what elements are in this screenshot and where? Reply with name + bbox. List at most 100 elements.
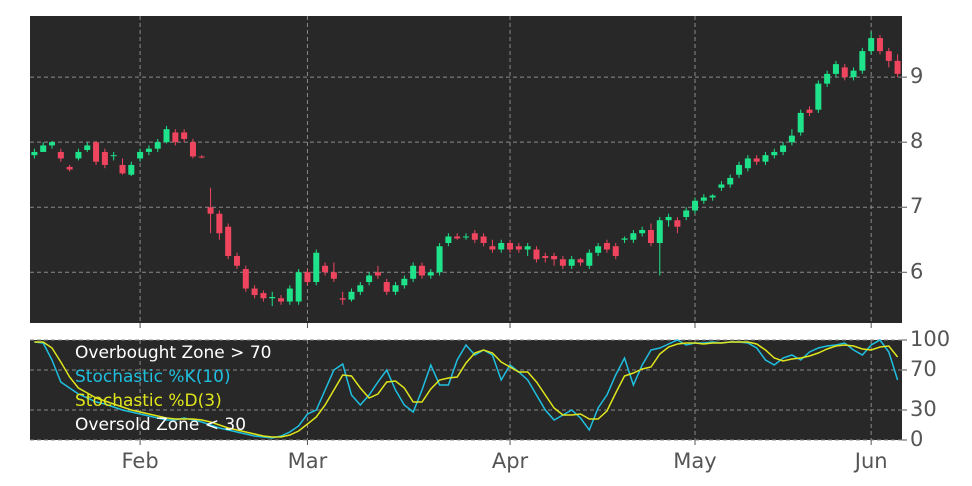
- candle-body: [260, 293, 267, 299]
- candle-body: [868, 38, 875, 52]
- candle-body: [753, 158, 760, 162]
- candle-body: [656, 220, 663, 243]
- candle-body: [736, 164, 743, 175]
- candle-body: [295, 272, 302, 302]
- candle-body: [709, 195, 716, 198]
- candle-body: [771, 151, 778, 156]
- candle-body: [647, 229, 654, 243]
- oscillator-plot: 0 30 70 100 Feb Mar Apr May Jun: [30, 327, 950, 473]
- price-plot: 6 7 8 9: [30, 16, 923, 328]
- candle-body: [163, 129, 170, 143]
- series-line: [34, 341, 899, 438]
- candle-body: [603, 242, 610, 250]
- x-tick-label: Feb: [122, 449, 159, 473]
- candle-body: [189, 142, 196, 157]
- candle-body: [40, 145, 47, 152]
- candle-body: [304, 272, 311, 283]
- candle-body: [418, 265, 425, 276]
- candle-body: [172, 132, 179, 143]
- candle-body: [612, 246, 619, 257]
- candle-body: [674, 220, 681, 227]
- candle-body: [700, 197, 707, 201]
- candle-body: [894, 60, 901, 74]
- candle-body: [824, 73, 831, 84]
- candle-body: [797, 112, 804, 133]
- candle-body: [463, 236, 469, 238]
- candle-body: [832, 64, 839, 74]
- candle-body: [330, 272, 337, 279]
- y-tick-label: 70: [910, 357, 937, 381]
- candle-body: [727, 177, 734, 185]
- candle-body: [101, 151, 108, 165]
- candle-body: [788, 135, 795, 143]
- y-tick-label: 6: [910, 259, 923, 283]
- legend-entry: Stochastic %D(3): [75, 391, 222, 411]
- y-tick-label: 7: [910, 194, 923, 218]
- oscillator-panel: [30, 340, 902, 440]
- candle-body: [806, 109, 813, 113]
- candle-body: [524, 246, 531, 250]
- candle-body: [225, 226, 232, 257]
- candle-body: [436, 246, 443, 273]
- candle-body: [533, 249, 540, 260]
- candle-body: [498, 242, 505, 250]
- candle-body: [559, 259, 566, 266]
- legend-entry: Stochastic %K(10): [75, 367, 231, 387]
- x-tick-label: Jun: [853, 449, 888, 473]
- candle-body: [744, 158, 751, 169]
- candle-body: [577, 259, 584, 263]
- candle-body: [242, 269, 249, 289]
- candle-body: [357, 285, 364, 292]
- candle-body: [110, 155, 117, 157]
- candle-body: [216, 213, 223, 234]
- x-tick-label: Apr: [492, 449, 529, 473]
- candle-body: [692, 200, 699, 211]
- y-tick-label: 30: [910, 397, 937, 421]
- y-tick-label: 9: [910, 64, 923, 88]
- y-tick-label: 100: [910, 327, 950, 351]
- candle-body: [665, 216, 672, 221]
- x-tick-label: May: [673, 449, 716, 473]
- candle-body: [339, 298, 346, 300]
- candle-body: [841, 67, 848, 78]
- candle-body: [348, 291, 355, 300]
- candle-body: [286, 288, 293, 302]
- legend: Overbought Zone > 70 Stochastic %K(10) Sto…: [75, 343, 271, 435]
- candle-body: [859, 51, 866, 71]
- candle-body: [542, 256, 549, 258]
- candle-body: [269, 296, 276, 299]
- candle-body: [586, 252, 593, 266]
- candle-body: [762, 155, 769, 162]
- candle-body: [154, 142, 161, 149]
- price-panel: [30, 16, 902, 323]
- candle-body: [445, 236, 452, 243]
- candle-body: [850, 70, 857, 78]
- candle-body: [683, 210, 690, 217]
- y-tick-label: 8: [910, 129, 923, 153]
- candle-body: [515, 246, 522, 250]
- candle-body: [454, 236, 461, 239]
- candle-body: [366, 275, 373, 283]
- candle-body: [233, 256, 240, 266]
- candle-body: [57, 151, 64, 159]
- candle-body: [718, 184, 725, 188]
- candle-body: [621, 238, 628, 240]
- candle-body: [885, 51, 892, 61]
- candle-body: [471, 233, 478, 240]
- candle-body: [630, 233, 637, 240]
- candle-body: [568, 259, 575, 266]
- legend-annotation: Oversold Zone < 30: [75, 415, 246, 435]
- candle-body: [145, 148, 152, 152]
- candle-body: [93, 142, 100, 162]
- candle-body: [815, 83, 822, 110]
- candle-body: [31, 151, 38, 156]
- candle-body: [507, 242, 514, 250]
- candle-body: [489, 246, 496, 250]
- candle-body: [551, 256, 558, 260]
- y-tick-label: 0: [910, 427, 923, 451]
- candle-body: [392, 285, 399, 292]
- candle-body: [181, 132, 188, 139]
- candle-body: [278, 298, 285, 302]
- candle-body: [876, 38, 883, 52]
- candle-body: [128, 164, 135, 175]
